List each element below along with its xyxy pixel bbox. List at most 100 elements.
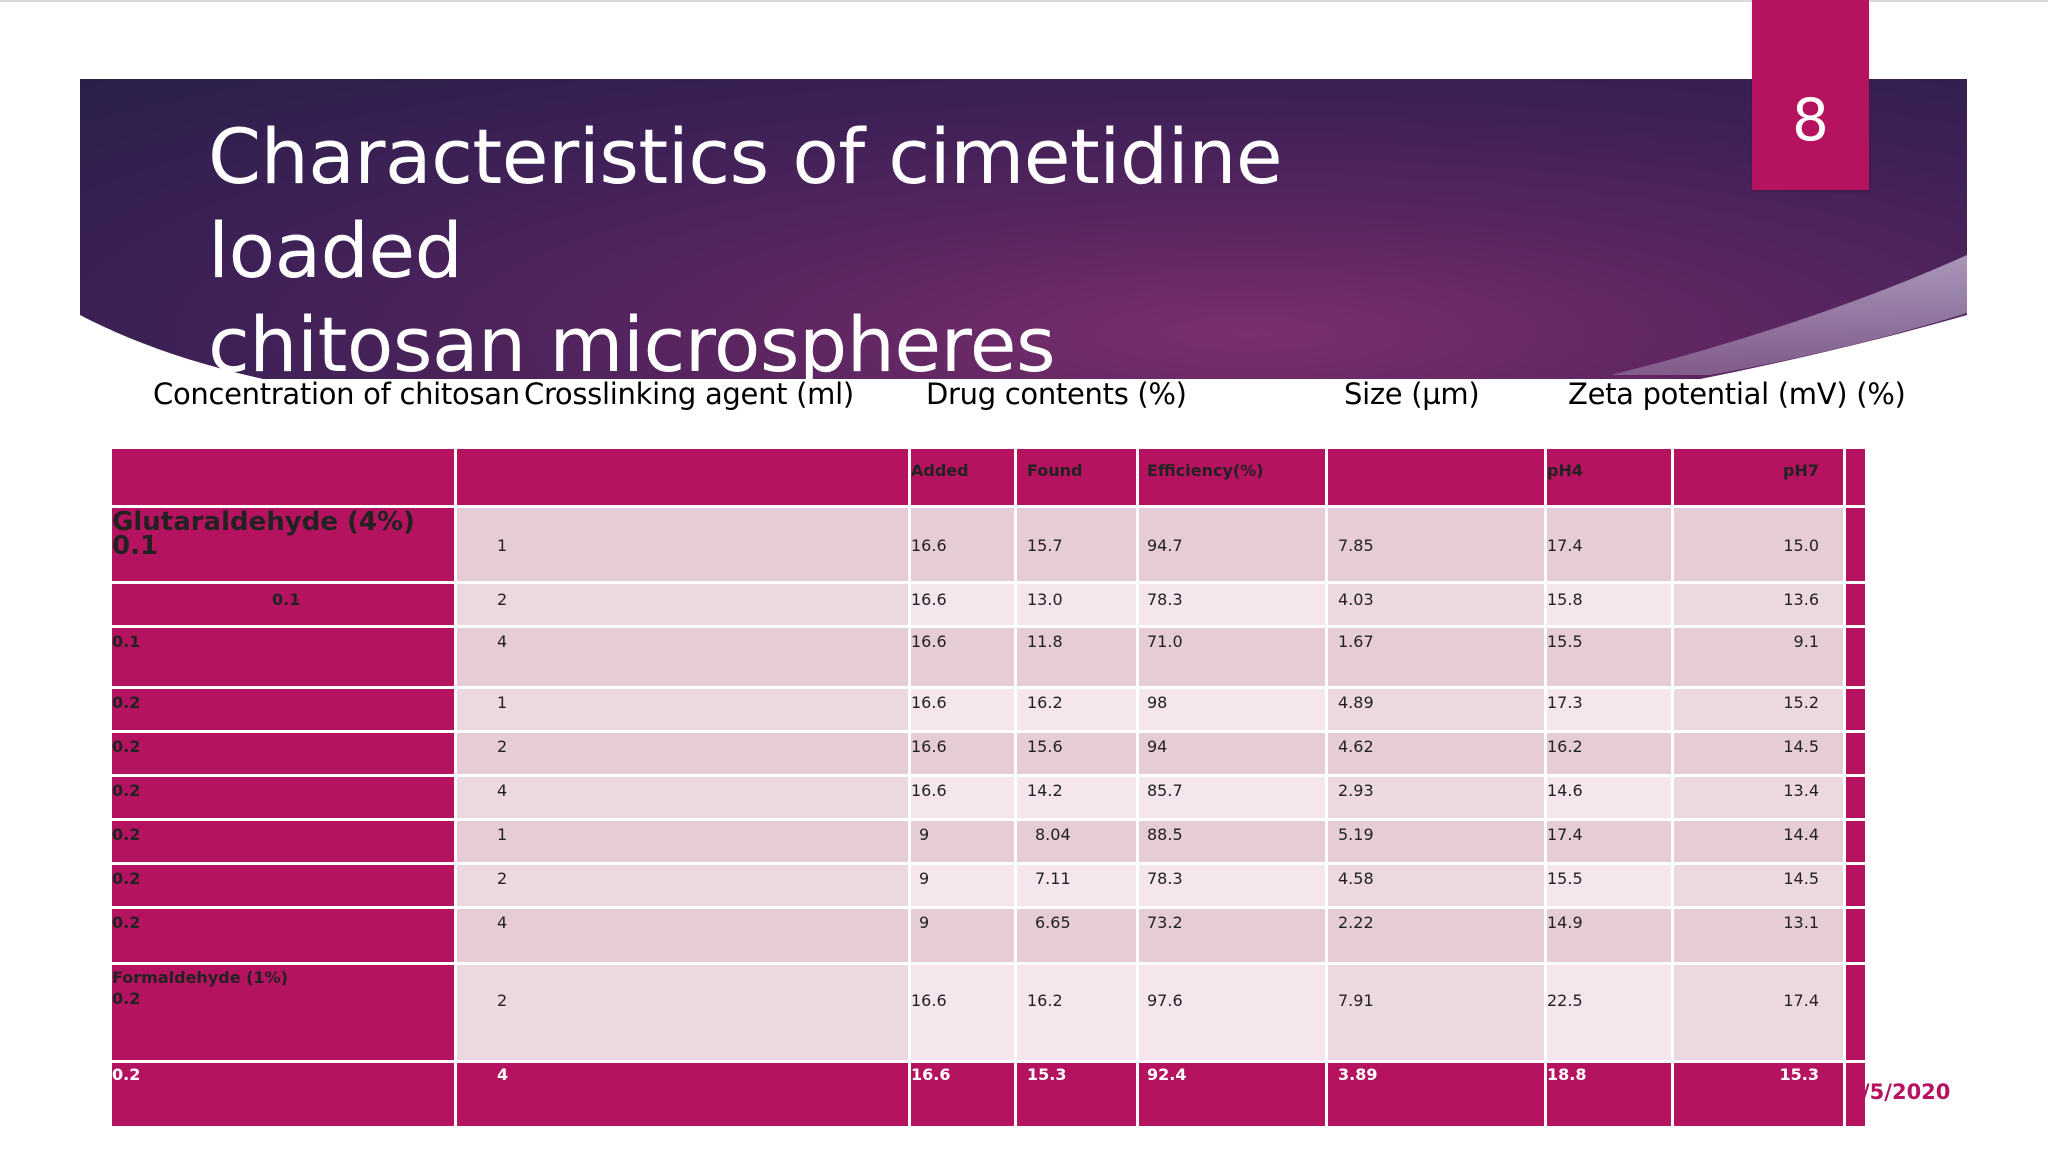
row-label-agent: Formaldehyde (1%) (112, 968, 288, 987)
cell-size: 4.62 (1325, 730, 1547, 777)
subheader-efficiency: Efficiency(%) (1136, 446, 1328, 508)
subheader-edge (1843, 446, 1868, 508)
row-label: 0.2 (109, 862, 457, 909)
page-number-tab: 8 (1752, 0, 1869, 190)
subheader-added: Added (908, 446, 1017, 508)
table-row: 0.2 2 16.6 15.6 94 4.62 16.2 14.5 (109, 730, 1868, 777)
cell-edge (1843, 862, 1868, 909)
heading-crosslinking: Crosslinking agent (ml) (524, 377, 854, 411)
cell-size: 7.91 (1325, 962, 1547, 1063)
cell-ph4: 15.8 (1544, 581, 1674, 628)
cell-ph7: 14.5 (1671, 862, 1846, 909)
cell-added: 16.6 (908, 962, 1017, 1063)
cell-efficiency: 97.6 (1136, 962, 1328, 1063)
subheader-empty (454, 446, 911, 508)
cell-added: 16.6 (908, 686, 1017, 733)
subheader-empty (109, 446, 457, 508)
cell-efficiency: 98 (1136, 686, 1328, 733)
cell-ph4: 14.9 (1544, 906, 1674, 965)
cell-efficiency: 85.7 (1136, 774, 1328, 821)
title-banner (80, 79, 1967, 379)
top-rule (0, 0, 2048, 2)
cell-ph7: 9.1 (1671, 625, 1846, 689)
cell-size: 3.89 (1325, 1060, 1547, 1129)
row-label: Formaldehyde (1%) 0.2 (109, 962, 457, 1063)
row-label: Glutaraldehyde (4%) 0.1 (109, 505, 457, 584)
row-label: 0.2 (109, 730, 457, 777)
cell-size: 1.67 (1325, 625, 1547, 689)
heading-zeta-potential: Zeta potential (mV) (%) (1568, 377, 1906, 411)
cell-ph4: 15.5 (1544, 862, 1674, 909)
cell-found: 15.7 (1014, 505, 1139, 584)
table-row: 0.2 1 16.6 16.2 98 4.89 17.3 15.2 (109, 686, 1868, 733)
cell-ph7: 15.2 (1671, 686, 1846, 733)
row-label: 0.2 (109, 818, 457, 865)
cell-ph7: 14.4 (1671, 818, 1846, 865)
row-label: 0.2 (109, 774, 457, 821)
table-row: 0.2 4 16.6 15.3 92.4 3.89 18.8 15.3 (109, 1060, 1868, 1129)
row-label: 0.2 (109, 906, 457, 965)
slide-title-line-1: Characteristics of cimetidine loaded (208, 112, 1283, 295)
table-row: 0.2 4 16.6 14.2 85.7 2.93 14.6 13.4 (109, 774, 1868, 821)
cell-agent: 4 (454, 774, 911, 821)
cell-edge (1843, 581, 1868, 628)
cell-ph4: 22.5 (1544, 962, 1674, 1063)
cell-agent: 4 (454, 906, 911, 965)
cell-edge (1843, 962, 1868, 1063)
cell-ph7: 15.0 (1671, 505, 1846, 584)
table-row: 0.2 1 9 8.04 88.5 5.19 17.4 14.4 (109, 818, 1868, 865)
cell-found: 15.6 (1014, 730, 1139, 777)
cell-found: 7.11 (1014, 862, 1139, 909)
cell-agent: 2 (454, 730, 911, 777)
row-label: 0.1 (109, 625, 457, 689)
cell-ph4: 14.6 (1544, 774, 1674, 821)
cell-agent: 1 (454, 818, 911, 865)
cell-ph4: 18.8 (1544, 1060, 1674, 1129)
cell-efficiency: 94.7 (1136, 505, 1328, 584)
table-row: 0.1 4 16.6 11.8 71.0 1.67 15.5 9.1 (109, 625, 1868, 689)
slide-title-line-2: chitosan microspheres (208, 300, 1056, 389)
table-subheader-row: Added Found Efficiency(%) pH4 pH7 (109, 446, 1868, 508)
cell-agent: 4 (454, 625, 911, 689)
cell-ph4: 16.2 (1544, 730, 1674, 777)
cell-size: 4.89 (1325, 686, 1547, 733)
row-label-conc: 0.1 (112, 531, 159, 561)
cell-ph4: 17.4 (1544, 505, 1674, 584)
cell-efficiency: 71.0 (1136, 625, 1328, 689)
cell-added: 9 (908, 906, 1017, 965)
cell-efficiency: 92.4 (1136, 1060, 1328, 1129)
subheader-ph7: pH7 (1671, 446, 1846, 508)
characteristics-table: Added Found Efficiency(%) pH4 pH7 Glutar… (109, 446, 1868, 1129)
cell-ph7: 13.4 (1671, 774, 1846, 821)
subheader-ph4: pH4 (1544, 446, 1674, 508)
table-row: 0.1 2 16.6 13.0 78.3 4.03 15.8 13.6 (109, 581, 1868, 628)
cell-ph7: 14.5 (1671, 730, 1846, 777)
cell-ph7: 13.6 (1671, 581, 1846, 628)
cell-efficiency: 73.2 (1136, 906, 1328, 965)
cell-edge (1843, 818, 1868, 865)
cell-found: 15.3 (1014, 1060, 1139, 1129)
cell-agent: 1 (454, 505, 911, 584)
row-label: 0.2 (109, 1060, 457, 1129)
subheader-found: Found (1014, 446, 1139, 508)
table-row: 0.2 2 9 7.11 78.3 4.58 15.5 14.5 (109, 862, 1868, 909)
heading-concentration: Concentration of chitosan (153, 377, 520, 411)
cell-agent: 1 (454, 686, 911, 733)
cell-added: 16.6 (908, 730, 1017, 777)
row-label-conc: 0.2 (112, 989, 141, 1008)
cell-added: 16.6 (908, 581, 1017, 628)
cell-size: 7.85 (1325, 505, 1547, 584)
cell-efficiency: 94 (1136, 730, 1328, 777)
cell-edge (1843, 906, 1868, 965)
cell-agent: 2 (454, 581, 911, 628)
cell-added: 9 (908, 818, 1017, 865)
cell-size: 5.19 (1325, 818, 1547, 865)
cell-added: 16.6 (908, 1060, 1017, 1129)
cell-found: 14.2 (1014, 774, 1139, 821)
cell-edge (1843, 686, 1868, 733)
table-row: Formaldehyde (1%) 0.2 2 16.6 16.2 97.6 7.… (109, 962, 1868, 1063)
cell-added: 16.6 (908, 625, 1017, 689)
cell-ph4: 15.5 (1544, 625, 1674, 689)
cell-found: 16.2 (1014, 686, 1139, 733)
cell-ph4: 17.3 (1544, 686, 1674, 733)
